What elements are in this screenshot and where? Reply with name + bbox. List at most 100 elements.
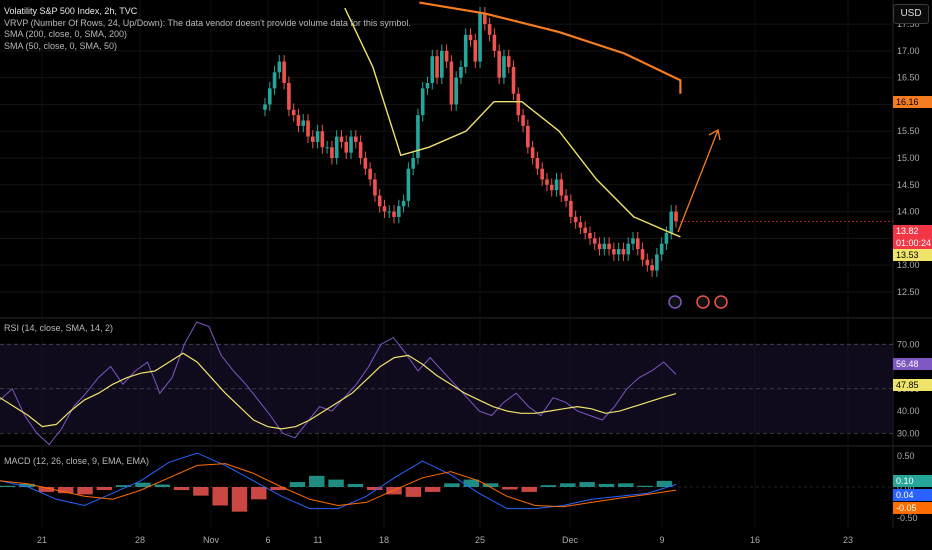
vrvp-legend: VRVP (Number Of Rows, 24, Up/Down): The … — [4, 17, 411, 28]
macd-histogram-bar — [154, 484, 170, 487]
candle — [349, 136, 353, 153]
rsi-ma-tag: 47.85 — [893, 379, 932, 391]
macd-histogram-bar — [366, 487, 383, 491]
candle — [368, 168, 372, 180]
candle — [602, 243, 607, 250]
macd-histogram-bar — [309, 475, 325, 487]
macd-histogram-bar — [540, 485, 557, 487]
candle — [535, 158, 540, 169]
macd-histogram-bar — [77, 487, 93, 495]
candle — [334, 136, 339, 158]
projection-arrow-head — [708, 128, 721, 141]
event-icon — [714, 295, 728, 309]
rsi-tag: 56.48 — [893, 358, 932, 370]
candle — [674, 211, 678, 222]
candle — [301, 120, 306, 126]
macd-histogram-bar — [579, 482, 595, 487]
sma200-line — [419, 1, 682, 94]
candle — [545, 179, 549, 185]
candle — [669, 211, 674, 233]
candle — [287, 83, 291, 110]
currency-button[interactable]: USD — [893, 4, 929, 24]
rsi-ma-line — [0, 352, 677, 430]
candle — [449, 61, 454, 105]
candle — [282, 61, 286, 83]
candle — [291, 109, 296, 116]
rsi-tick-label: 70.00 — [897, 339, 920, 349]
candle — [363, 158, 368, 169]
candle — [435, 56, 439, 78]
candle — [440, 50, 444, 78]
countdown-tag: 01:00:24 — [893, 237, 932, 249]
candle — [530, 147, 535, 158]
candle — [626, 243, 631, 255]
macd-histogram-bar — [57, 487, 74, 494]
candle — [664, 233, 669, 244]
macd-histogram-bar — [328, 479, 344, 487]
rsi-line — [0, 321, 677, 446]
y-tick-label: 13.00 — [897, 260, 920, 270]
macd-hist-tag: 0.10 — [893, 475, 932, 487]
candle — [473, 40, 478, 62]
macd-histogram-bar — [19, 483, 35, 487]
macd-tag: 0.04 — [893, 489, 932, 501]
macd-histogram-bar — [637, 485, 653, 487]
candle — [444, 50, 449, 62]
candle — [655, 254, 659, 271]
macd-histogram-bar — [560, 483, 576, 487]
candle — [478, 13, 482, 62]
candle — [296, 115, 301, 126]
candle — [272, 72, 277, 89]
y-tick-label: 14.00 — [897, 207, 920, 217]
x-tick-label: 23 — [843, 535, 853, 545]
candle — [263, 104, 267, 110]
candle — [330, 147, 334, 158]
candle — [635, 238, 640, 250]
candle — [310, 136, 315, 142]
macd-histogram-bar — [405, 487, 422, 497]
candle — [401, 200, 406, 207]
macd-histogram-bar — [618, 483, 634, 487]
macd-histogram-bar — [115, 485, 132, 487]
candle — [631, 238, 635, 244]
macd-histogram-bar — [521, 487, 537, 492]
candle — [573, 216, 578, 223]
candle — [430, 56, 435, 83]
y-tick-label: 12.50 — [897, 287, 920, 297]
candle — [354, 136, 358, 142]
candle — [640, 249, 645, 260]
candle — [267, 88, 272, 105]
candle — [339, 136, 344, 142]
candle — [320, 131, 325, 148]
candle — [612, 249, 616, 255]
main-legend: Volatility S&P 500 Index, 2h, TVC VRVP (… — [4, 6, 411, 52]
candle — [559, 179, 564, 196]
candle — [607, 243, 611, 250]
macd-tick-label: 0.50 — [897, 451, 915, 461]
y-tick-label: 17.50 — [897, 19, 920, 29]
y-tick-label: 17.00 — [897, 46, 920, 56]
candle — [454, 77, 458, 105]
macd-histogram-bar — [482, 483, 499, 487]
candle — [592, 238, 597, 244]
candle — [645, 259, 650, 266]
macd-histogram-bar — [38, 487, 55, 492]
macd-histogram-bar — [444, 483, 460, 487]
x-tick-label: 11 — [313, 535, 322, 545]
macd-histogram-bar — [656, 480, 673, 487]
candle — [392, 211, 396, 217]
macd-histogram-bar — [0, 485, 16, 487]
candle — [411, 158, 415, 169]
y-tick-label: 15.00 — [897, 153, 920, 163]
sma50-legend: SMA (50, close, 0, SMA, 50) — [4, 40, 118, 51]
macd-histogram-bar — [231, 487, 248, 512]
candle — [306, 120, 310, 137]
event-icon — [668, 295, 682, 309]
candle — [277, 61, 282, 73]
x-tick-label: 18 — [379, 535, 389, 545]
symbol-title: Volatility S&P 500 Index, 2h, TVC — [4, 6, 138, 16]
candle — [588, 233, 592, 239]
candle — [483, 13, 487, 25]
candle — [564, 195, 568, 201]
